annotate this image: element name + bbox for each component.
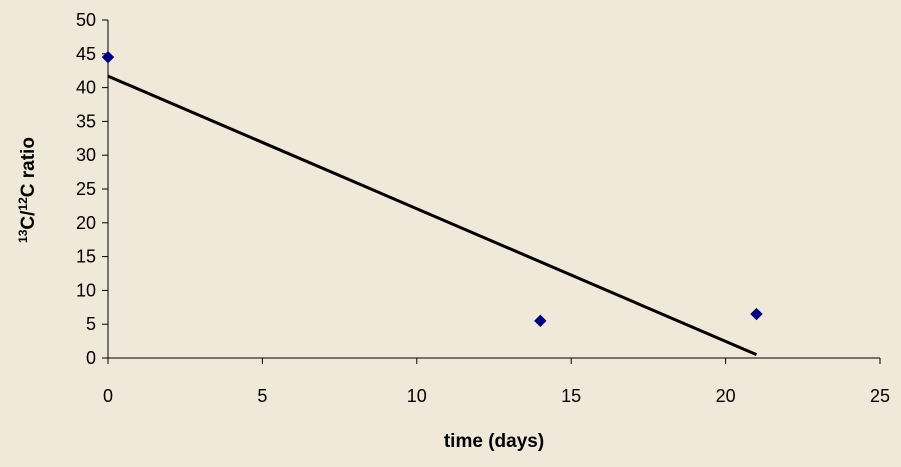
x-tick-label: 25 <box>870 386 890 406</box>
y-tick-label: 35 <box>76 111 96 131</box>
y-tick-label: 15 <box>76 247 96 267</box>
y-axis-title-sup2: 12 <box>16 197 30 211</box>
y-tick-label: 0 <box>86 348 96 368</box>
x-tick-label: 5 <box>257 386 267 406</box>
x-tick-label: 0 <box>103 386 113 406</box>
data-point-marker <box>534 314 547 328</box>
y-axis-title-main1: C/ <box>18 210 39 230</box>
y-axis-title-main2: C ratio <box>18 137 39 197</box>
y-axis-title: 13C/12C ratio <box>16 137 39 243</box>
x-axis-title: time (days) <box>444 431 544 452</box>
trendline-group <box>107 74 758 356</box>
y-tick-label: 30 <box>76 145 96 165</box>
y-tick-label: 50 <box>76 10 96 30</box>
axes <box>107 20 880 359</box>
x-tick-label: 20 <box>716 386 736 406</box>
y-axis-title-sup1: 13 <box>16 229 30 243</box>
tick-labels: 0 5 10 15 20 25 30 35 40 45 50 0 5 10 15 20 25 <box>76 10 890 406</box>
trendline <box>107 74 758 356</box>
data-points <box>101 50 763 328</box>
x-tick-label: 10 <box>407 386 427 406</box>
y-tick-label: 45 <box>76 44 96 64</box>
y-tick-label: 10 <box>76 280 96 300</box>
y-tick-label: 20 <box>76 213 96 233</box>
y-tick-label: 5 <box>86 314 96 334</box>
x-tick-label: 15 <box>561 386 581 406</box>
y-tick-label: 40 <box>76 78 96 98</box>
tick-marks <box>102 19 881 364</box>
y-tick-label: 25 <box>76 179 96 199</box>
data-point-marker <box>750 307 763 321</box>
data-point-marker <box>101 50 115 64</box>
